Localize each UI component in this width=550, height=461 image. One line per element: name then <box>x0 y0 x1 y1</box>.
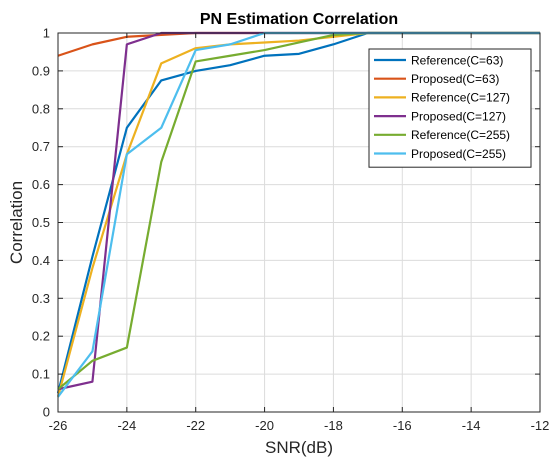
y-tick-label: 0.5 <box>32 215 50 230</box>
y-tick-label: 0.4 <box>32 253 50 268</box>
legend-label: Proposed(C=255) <box>411 147 506 161</box>
y-tick-label: 0.7 <box>32 139 50 154</box>
chart-title: PN Estimation Correlation <box>200 11 398 28</box>
y-tick-label: 0.9 <box>32 63 50 78</box>
legend-label: Reference(C=63) <box>411 53 503 67</box>
x-tick-label: -24 <box>117 418 136 433</box>
x-tick-label: -14 <box>462 418 481 433</box>
y-tick-label: 0.3 <box>32 291 50 306</box>
legend-label: Reference(C=255) <box>411 128 510 142</box>
x-tick-label: -22 <box>186 418 205 433</box>
legend: Reference(C=63) Proposed(C=63) Reference(C… <box>368 48 532 168</box>
legend-box <box>368 48 532 168</box>
x-tick-label: -18 <box>324 418 343 433</box>
x-tick-label: -12 <box>531 418 550 433</box>
legend-label: Proposed(C=127) <box>411 109 506 123</box>
legend-label: Reference(C=127) <box>411 91 510 105</box>
axis-ticks: -26 -24 -22 -20 -18 -16 -14 -12 0 0.1 0.2 0.3 0.4 0.5… <box>32 26 549 434</box>
y-tick-label: 0 <box>43 405 50 420</box>
x-tick-label: -26 <box>49 418 68 433</box>
x-tick-label: -20 <box>255 418 274 433</box>
x-tick-label: -16 <box>393 418 412 433</box>
y-axis-label: Correlation <box>7 181 26 264</box>
y-tick-label: 0.2 <box>32 329 50 344</box>
y-tick-label: 0.1 <box>32 367 50 382</box>
y-tick-label: 0.8 <box>32 101 50 116</box>
legend-label: Proposed(C=63) <box>411 72 499 86</box>
y-tick-label: 1 <box>43 26 50 41</box>
x-axis-label: SNR(dB) <box>265 438 333 457</box>
y-tick-label: 0.6 <box>32 177 50 192</box>
